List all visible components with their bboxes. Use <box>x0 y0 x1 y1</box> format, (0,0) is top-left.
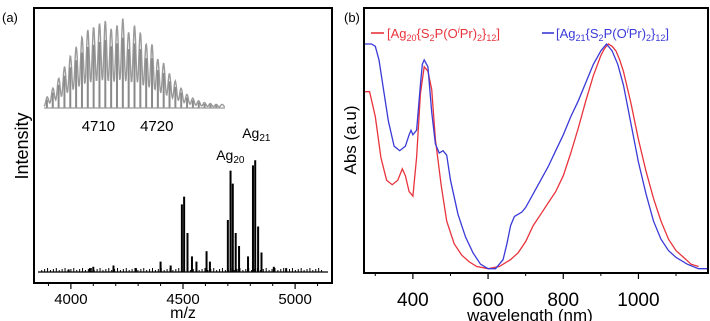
panel-a-label: (a) <box>2 10 18 25</box>
panel-b-label: (b) <box>344 10 360 25</box>
panel-b-ylabel: Abs (a.u) <box>341 106 360 175</box>
peak-annotation-label: Ag20 <box>216 147 245 166</box>
panel-a-x-ticks: 4000 4500 5000 <box>47 283 319 308</box>
x-tick-label: 1000 <box>617 290 659 311</box>
panel-a-peaks <box>41 160 323 272</box>
inset-tick-label: 4710 <box>82 118 115 135</box>
panel-a-frame <box>33 7 333 284</box>
inset-tick-label: 4720 <box>140 118 173 135</box>
series-line-ag21 <box>365 42 707 270</box>
panel-a-annotations: Ag20 Ag21 <box>216 125 271 166</box>
panel-b-frame <box>363 7 709 274</box>
legend: [Ag20{S2P(OiPr)2}12] [Ag21{S2P(OiPr)2}12… <box>371 25 669 43</box>
panel-b-x-ticks: 400 600 800 1000 <box>374 273 677 311</box>
legend-entry-ag20: [Ag20{S2P(OiPr)2}12] <box>371 25 500 43</box>
x-tick-label: 5000 <box>278 291 311 308</box>
peak-annotation-label: Ag21 <box>242 125 271 144</box>
x-tick-label: 4500 <box>166 291 199 308</box>
inset-tick-labels: 4710 4720 <box>82 118 174 135</box>
legend-label-ag20: [Ag20{S2P(OiPr)2}12] <box>387 25 500 43</box>
inset-envelope-curve <box>43 18 226 108</box>
panel-a-inset: 4710 4720 <box>43 18 226 135</box>
x-tick-label: 800 <box>547 290 579 311</box>
panel-a: (a) Intensity m/z 4000 4500 5000 Ag20Ag21 … <box>2 7 333 321</box>
legend-label-ag21: [Ag21{S2P(OiPr)2}12] <box>556 25 669 43</box>
panel-a-ylabel: Intensity <box>12 112 32 179</box>
x-tick-label: 4000 <box>54 291 87 308</box>
panel-a-xlabel: m/z <box>170 305 196 321</box>
x-tick-label: 400 <box>397 290 429 311</box>
inset-isotope-sticks <box>45 37 218 108</box>
x-tick-label: 600 <box>472 290 504 311</box>
panel-b: (b) Abs (a.u) wavelength (nm) 400 600 800 1… <box>341 7 709 321</box>
legend-entry-ag21: [Ag21{S2P(OiPr)2}12] <box>542 25 669 43</box>
panel-b-plot-area <box>365 42 707 270</box>
panel-b-xlabel: wavelength (nm) <box>466 306 593 321</box>
series-line-ag20 <box>365 43 699 270</box>
